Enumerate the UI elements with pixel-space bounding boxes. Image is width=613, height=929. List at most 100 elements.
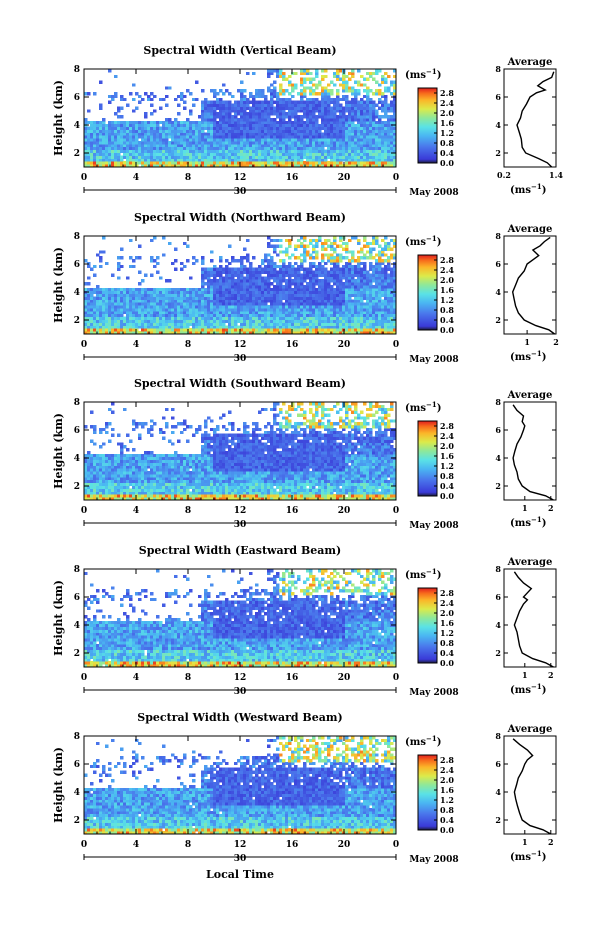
heatmap-cell (219, 118, 223, 122)
heatmap-cell (312, 247, 316, 251)
heatmap-cell (222, 92, 226, 96)
heatmap-cell (357, 112, 361, 116)
heatmap-cell (93, 290, 97, 295)
heatmap-cell (156, 331, 160, 335)
heatmap-cell (276, 331, 280, 335)
heatmap-cell (144, 296, 148, 300)
heatmap-cell (234, 135, 238, 139)
heatmap-cell (330, 135, 334, 139)
heatmap-cell (282, 92, 286, 96)
heatmap-cell (156, 313, 160, 318)
heatmap-cell (165, 316, 169, 320)
heatmap-cell (339, 138, 343, 142)
heatmap-cell (309, 270, 313, 274)
heatmap-cell (312, 293, 316, 297)
heatmap-cell (330, 97, 334, 102)
heatmap-cell (249, 302, 253, 306)
heatmap-cell (138, 270, 142, 274)
heatmap-cell (180, 120, 184, 125)
heatmap-cell (273, 161, 277, 165)
heatmap-cell (126, 126, 130, 130)
heatmap-cell (213, 146, 217, 151)
heatmap-cell (231, 293, 235, 297)
heatmap-cell (225, 267, 229, 271)
heatmap-cell (219, 138, 223, 142)
heatmap-cell (333, 325, 337, 329)
heatmap-cell (372, 270, 376, 274)
heatmap-cell (345, 293, 349, 297)
heatmap-cell (336, 106, 340, 110)
heatmap-cell (303, 267, 307, 271)
heatmap-cell (351, 146, 355, 151)
heatmap-cell (351, 328, 355, 332)
heatmap-cell (258, 313, 262, 318)
heatmap-cell (303, 109, 307, 113)
heatmap-cell (294, 120, 298, 125)
heatmap-cell (87, 129, 91, 133)
heatmap-cell (303, 276, 307, 280)
heatmap-cell (237, 305, 241, 309)
heatmap-cell (231, 155, 235, 159)
heatmap-cell (321, 135, 325, 139)
heatmap-cell (318, 164, 322, 168)
heatmap-cell (315, 267, 319, 271)
heatmap-cell (312, 261, 316, 266)
heatmap-cell (393, 279, 397, 283)
heatmap-cell (303, 313, 307, 318)
heatmap-cell (129, 152, 133, 156)
heatmap-cell (375, 296, 379, 300)
heatmap-cell (393, 276, 397, 280)
heatmap-cell (330, 259, 334, 263)
heatmap-cell (255, 308, 259, 312)
heatmap-cell (318, 261, 322, 266)
heatmap-cell (357, 100, 361, 104)
heatmap-cell (195, 97, 199, 102)
heatmap-cell (327, 322, 331, 326)
heatmap-cell (255, 325, 259, 329)
heatmap-cell (186, 313, 190, 318)
heatmap-cell (384, 276, 388, 280)
heatmap-cell (303, 86, 307, 90)
heatmap-cell (324, 322, 328, 326)
heatmap-cell (153, 293, 157, 297)
heatmap-cell (264, 302, 268, 306)
heatmap-cell (381, 293, 385, 297)
heatmap-cell (186, 152, 190, 156)
heatmap-cell (369, 247, 373, 251)
heatmap-cell (372, 331, 376, 335)
heatmap-cell (252, 161, 256, 165)
colorbar-tick-label: 0.0 (440, 158, 454, 168)
heatmap-cell (111, 322, 115, 326)
heatmap-cell (153, 141, 157, 145)
heatmap-cell (393, 313, 397, 318)
heatmap-cell (300, 273, 304, 277)
heatmap-cell (279, 279, 283, 283)
heatmap-cell (231, 152, 235, 156)
heatmap-cell (348, 146, 352, 151)
heatmap-cell (318, 83, 322, 87)
heatmap-cell (150, 310, 154, 315)
heatmap-cell (342, 132, 346, 136)
heatmap-cell (369, 149, 373, 153)
heatmap-cell (201, 158, 205, 162)
heatmap-cell (288, 270, 292, 274)
heatmap-cell (270, 319, 274, 323)
heatmap-cell (351, 158, 355, 162)
heatmap-cell (327, 164, 331, 168)
heatmap-cell (333, 331, 337, 335)
heatmap-cell (282, 152, 286, 156)
heatmap-cell (264, 270, 268, 274)
heatmap-cell (96, 322, 100, 326)
heatmap-cell (210, 322, 214, 326)
heatmap-cell (279, 164, 283, 168)
heatmap-cell (261, 285, 265, 289)
heatmap-cell (270, 123, 274, 128)
heatmap-cell (321, 290, 325, 295)
heatmap-cell (315, 305, 319, 309)
heatmap-cell (348, 112, 352, 116)
heatmap-cell (384, 103, 388, 107)
heatmap-cell (351, 92, 355, 96)
heatmap-cell (375, 299, 379, 303)
heatmap-cell (306, 328, 310, 332)
heatmap-cell (234, 259, 238, 263)
